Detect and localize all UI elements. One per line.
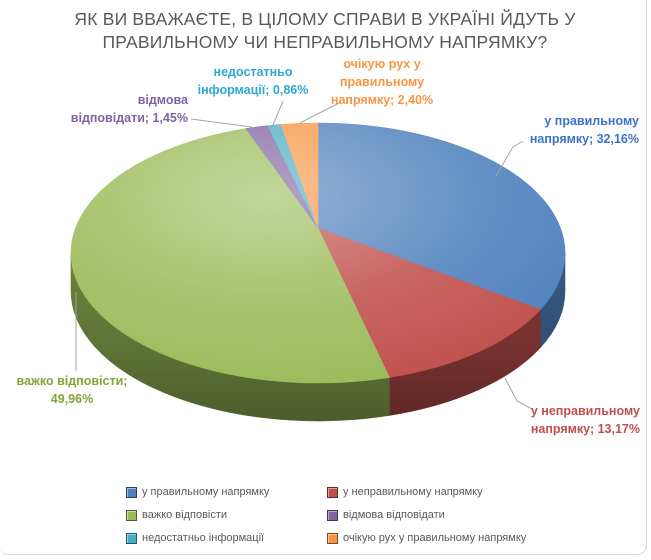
legend-item-wrong-direction: у неправильному напрямку: [327, 486, 483, 498]
legend-label: відмова відповідати: [343, 509, 445, 521]
legend-item-hard-to-answer: важко відповісти: [126, 509, 227, 521]
leader-line-right-direction: [495, 140, 524, 177]
legend-label: у правильному напрямку: [142, 486, 270, 498]
legend-item-right-direction: у правильному напрямку: [126, 486, 269, 498]
callout-line: очікую рух у: [343, 57, 421, 71]
callout-line: у правильному: [544, 114, 639, 128]
callout-wrong-direction: у неправильному напрямку; 13,17%: [531, 402, 640, 438]
callout-line: у неправильному: [530, 404, 640, 418]
legend-marker-hard-to-answer: [126, 509, 137, 521]
callout-right-direction: у правильному напрямку; 32,16%: [530, 112, 639, 148]
pie-3d-plot: [70, 100, 566, 422]
callout-line: важко відповісти;: [16, 374, 128, 388]
legend-marker-right-direction: [126, 486, 137, 498]
legend-item-refuse-to-answer: відмова відповідати: [327, 509, 445, 521]
leader-line-not-enough-info: [272, 100, 284, 126]
pie-sheen: [71, 123, 565, 383]
legend-label: важко відповісти: [142, 509, 228, 521]
callout-line: інформації; 0,86%: [197, 83, 309, 97]
legend-label: очікую рух у правильному напрямку: [343, 532, 527, 544]
legend-marker-expect-movement: [327, 532, 338, 544]
chart-title-line2: ПРАВИЛЬНОМУ ЧИ НЕПРАВИЛЬНОМУ НАПРЯМКУ?: [102, 32, 548, 52]
callout-hard-to-answer: важко відповісти; 49,96%: [2, 372, 142, 408]
legend-item-expect-movement: очікую рух у правильному напрямку: [327, 532, 526, 544]
callout-line: напрямку; 13,17%: [530, 422, 640, 436]
callout-line: напрямку; 32,16%: [529, 132, 639, 146]
legend-label: недостатньо інформації: [142, 532, 265, 544]
rim-shading: [71, 253, 565, 421]
callout-refuse-to-answer: відмова відповідати; 1,45%: [28, 91, 188, 127]
callout-line: недостатньо: [213, 65, 293, 79]
legend-marker-wrong-direction: [327, 486, 338, 498]
chart-title: ЯК ВИ ВВАЖАЄТЕ, В ЦІЛОМУ СПРАВИ В УКРАЇН…: [5, 8, 645, 54]
callout-line: відповідати; 1,45%: [70, 111, 188, 125]
legend-label: у неправильному напрямку: [343, 486, 483, 498]
callout-line: 49,96%: [50, 392, 94, 406]
leader-line-refuse-to-answer: [190, 118, 253, 128]
callout-not-enough-info: недостатньо інформації; 0,86%: [183, 63, 323, 99]
chart-title-line1: ЯК ВИ ВВАЖАЄТЕ, В ЦІЛОМУ СПРАВИ В УКРАЇН…: [74, 9, 576, 29]
callout-line: напрямку; 2,40%: [330, 93, 434, 107]
leader-line-wrong-direction: [504, 377, 533, 410]
legend-item-not-enough-info: недостатньо інформації: [126, 532, 264, 544]
callout-line: правильному: [339, 75, 425, 89]
leader-line-expect-movement: [299, 101, 342, 124]
callout-line: відмова: [137, 93, 188, 107]
legend-marker-refuse-to-answer: [327, 509, 338, 521]
callout-expect-movement: очікую рух у правильному напрямку; 2,40%: [320, 55, 444, 109]
legend-marker-not-enough-info: [126, 532, 137, 544]
